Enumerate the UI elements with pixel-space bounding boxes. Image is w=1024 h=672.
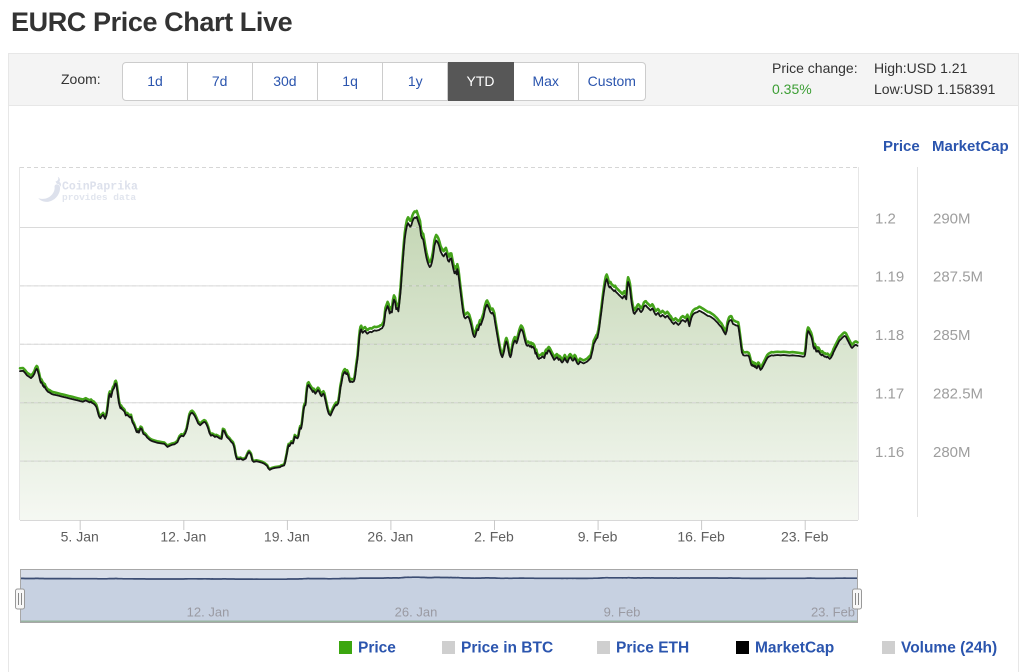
svg-text:MarketCap: MarketCap [755, 640, 834, 657]
svg-text:Price: Price [358, 640, 396, 657]
svg-text:26. Jan: 26. Jan [367, 529, 413, 545]
svg-text:1.17: 1.17 [875, 386, 904, 403]
svg-text:5. Jan: 5. Jan [61, 529, 99, 545]
svg-text:1.19: 1.19 [875, 269, 904, 286]
svg-text:12. Jan: 12. Jan [160, 529, 206, 545]
svg-text:Price: Price [883, 138, 920, 155]
svg-text:285M: 285M [933, 327, 971, 344]
svg-text:1.18: 1.18 [875, 327, 904, 344]
svg-text:Price in BTC: Price in BTC [461, 640, 553, 657]
svg-text:provides data: provides data [62, 192, 136, 203]
svg-text:287.5M: 287.5M [933, 269, 983, 286]
svg-text:2. Feb: 2. Feb [474, 529, 514, 545]
svg-text:23. Feb: 23. Feb [811, 605, 855, 620]
svg-text:26. Jan: 26. Jan [395, 605, 438, 620]
svg-text:CoinPaprika: CoinPaprika [62, 181, 138, 194]
svg-text:Volume (24h): Volume (24h) [901, 640, 997, 657]
svg-text:9. Feb: 9. Feb [604, 605, 641, 620]
svg-text:19. Jan: 19. Jan [264, 529, 310, 545]
svg-text:1.16: 1.16 [875, 444, 904, 461]
svg-text:290M: 290M [933, 210, 971, 227]
svg-text:16. Feb: 16. Feb [677, 529, 725, 545]
svg-text:12. Jan: 12. Jan [187, 605, 230, 620]
svg-text:23. Feb: 23. Feb [781, 529, 829, 545]
svg-text:Price ETH: Price ETH [616, 640, 689, 657]
svg-text:9. Feb: 9. Feb [578, 529, 618, 545]
svg-text:280M: 280M [933, 444, 971, 461]
svg-text:282.5M: 282.5M [933, 386, 983, 403]
svg-text:1.2: 1.2 [875, 210, 896, 227]
svg-text:MarketCap: MarketCap [932, 138, 1009, 155]
